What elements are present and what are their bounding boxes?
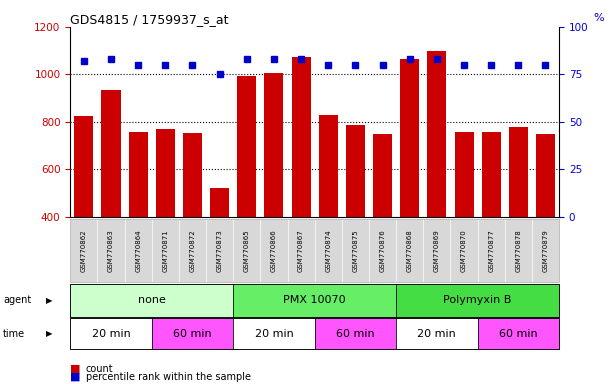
- Text: GSM770873: GSM770873: [217, 229, 222, 272]
- Bar: [291, 56, 310, 312]
- Text: time: time: [3, 329, 25, 339]
- Text: GSM770878: GSM770878: [515, 229, 521, 272]
- Text: 20 min: 20 min: [255, 329, 293, 339]
- Text: none: none: [138, 295, 166, 306]
- Text: 60 min: 60 min: [336, 329, 375, 339]
- Text: GSM770870: GSM770870: [461, 229, 467, 272]
- Text: ■: ■: [70, 372, 81, 382]
- Bar: [75, 116, 93, 312]
- Text: 20 min: 20 min: [92, 329, 130, 339]
- Text: GSM770871: GSM770871: [163, 229, 168, 272]
- Bar: [455, 132, 474, 312]
- Text: GDS4815 / 1759937_s_at: GDS4815 / 1759937_s_at: [70, 13, 229, 26]
- Text: 60 min: 60 min: [499, 329, 538, 339]
- Bar: [237, 76, 256, 312]
- Bar: [101, 90, 120, 312]
- Text: 60 min: 60 min: [173, 329, 212, 339]
- Text: count: count: [86, 364, 113, 374]
- Text: ▶: ▶: [46, 296, 53, 305]
- Text: GSM770874: GSM770874: [325, 229, 331, 272]
- Text: Polymyxin B: Polymyxin B: [444, 295, 512, 306]
- Bar: [319, 115, 338, 312]
- Text: percentile rank within the sample: percentile rank within the sample: [86, 372, 251, 382]
- Text: 20 min: 20 min: [417, 329, 456, 339]
- Text: GSM770869: GSM770869: [434, 229, 440, 272]
- Text: GSM770866: GSM770866: [271, 229, 277, 272]
- Bar: [427, 51, 447, 312]
- Text: %: %: [593, 13, 604, 23]
- Text: GSM770867: GSM770867: [298, 229, 304, 272]
- Bar: [400, 59, 419, 312]
- Text: GSM770877: GSM770877: [488, 229, 494, 272]
- Text: GSM770875: GSM770875: [353, 229, 359, 272]
- Bar: [265, 73, 284, 312]
- Bar: [346, 125, 365, 312]
- Bar: [536, 134, 555, 312]
- Text: PMX 10070: PMX 10070: [284, 295, 346, 306]
- Text: GSM770876: GSM770876: [379, 229, 386, 272]
- Text: GSM770872: GSM770872: [189, 229, 196, 272]
- Text: GSM770862: GSM770862: [81, 229, 87, 272]
- Text: GSM770863: GSM770863: [108, 229, 114, 272]
- Text: GSM770879: GSM770879: [543, 229, 549, 272]
- Text: ▶: ▶: [46, 329, 53, 338]
- Text: ■: ■: [70, 364, 81, 374]
- Bar: [156, 129, 175, 312]
- Bar: [373, 134, 392, 312]
- Text: GSM770864: GSM770864: [135, 229, 141, 272]
- Text: GSM770868: GSM770868: [407, 229, 412, 272]
- Bar: [481, 132, 500, 312]
- Bar: [509, 127, 528, 312]
- Text: GSM770865: GSM770865: [244, 229, 250, 272]
- Bar: [183, 133, 202, 312]
- Bar: [129, 132, 148, 312]
- Text: agent: agent: [3, 295, 31, 306]
- Bar: [210, 189, 229, 312]
